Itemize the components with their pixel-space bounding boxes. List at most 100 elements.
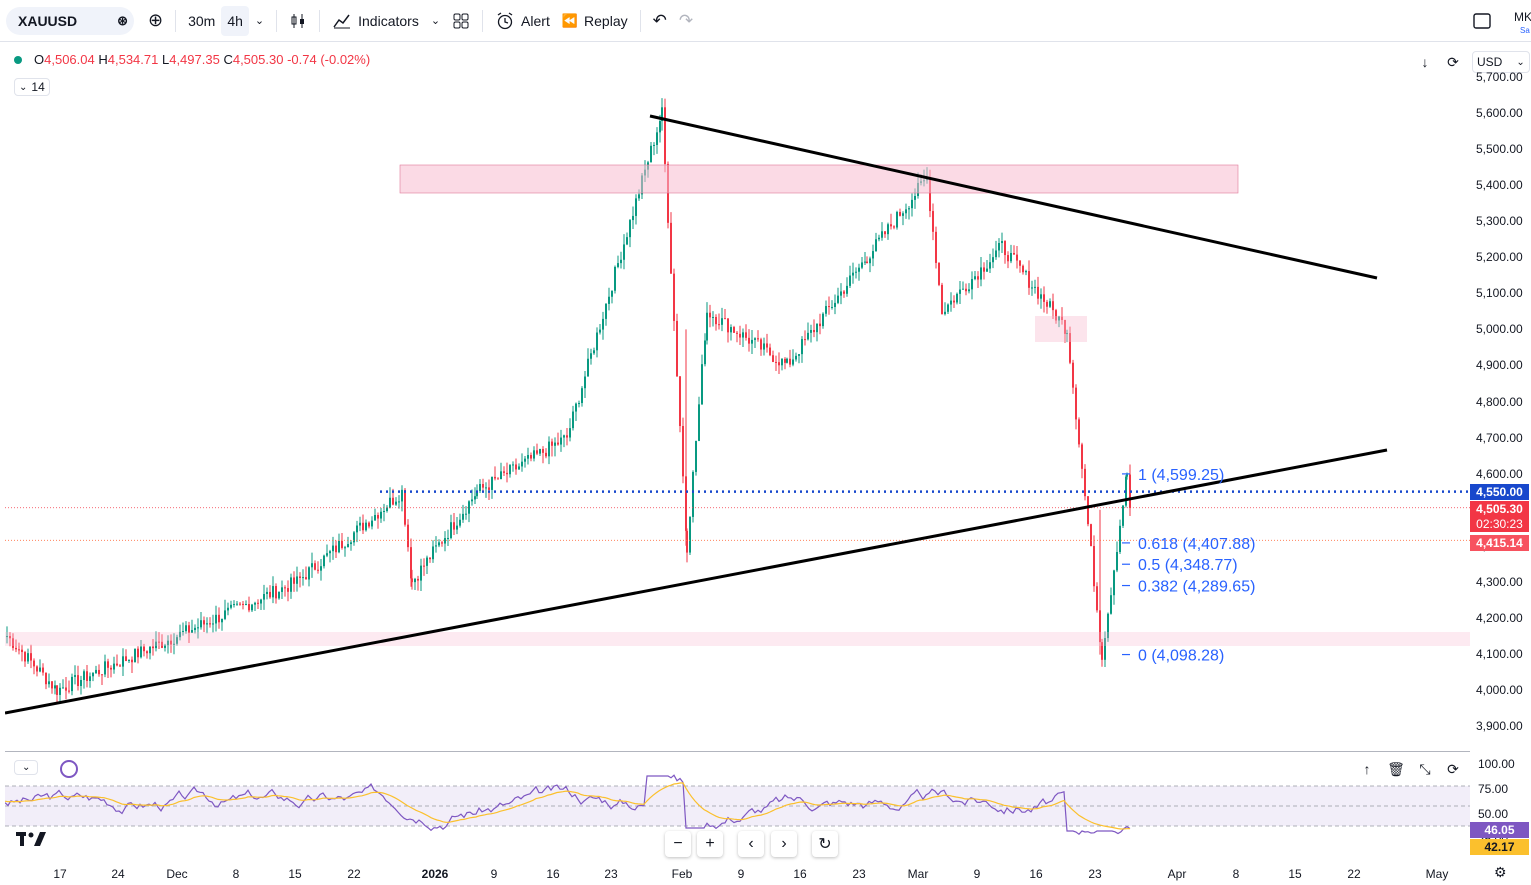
candle-body xyxy=(614,266,616,291)
symbol-info-icon[interactable]: ⊛ xyxy=(117,12,128,28)
alert-button[interactable]: Alert xyxy=(489,6,556,36)
maximize-pane-icon[interactable]: ⟳ xyxy=(1447,760,1459,777)
time-tick-label: 23 xyxy=(1088,867,1102,881)
tradingview-logo[interactable] xyxy=(16,830,48,854)
candle-body xyxy=(584,376,586,389)
alert-label: Alert xyxy=(521,12,550,29)
collapse-pane-icon[interactable]: ⤡ xyxy=(1419,760,1431,777)
replay-button[interactable]: ⏪ Replay xyxy=(556,6,634,36)
indicators-dropdown-chevron-icon[interactable]: ⌄ xyxy=(430,15,441,27)
candle-body xyxy=(426,557,428,566)
time-tick-label: 9 xyxy=(491,867,498,881)
candle-body xyxy=(620,259,622,264)
interval-dropdown-chevron-icon[interactable]: ⌄ xyxy=(254,15,265,27)
candle-body xyxy=(155,641,157,649)
time-axis[interactable]: 17 24 Dec 8 15 22 2026 9 16 23 Feb 9 16 23 Mar 9 16 23 Apr… xyxy=(5,860,1470,885)
candle-body xyxy=(392,497,394,505)
reset-chart-button[interactable]: ↻ xyxy=(812,831,838,857)
candle-body xyxy=(1066,333,1068,335)
rsi-collapse-button[interactable]: ⌄ xyxy=(14,760,39,775)
account-avatar[interactable]: MK xyxy=(1514,10,1531,24)
candle-body xyxy=(68,690,70,692)
rsi-line xyxy=(5,774,1131,835)
rsi-settings-icon[interactable] xyxy=(60,760,78,778)
rsi-pane[interactable] xyxy=(5,751,1470,860)
symbol-search[interactable]: XAUUSD ⊛ xyxy=(6,6,134,35)
candle-body xyxy=(377,515,379,519)
candle-body xyxy=(287,588,289,592)
candle-body xyxy=(721,318,723,325)
interval-30m-button[interactable]: 30m xyxy=(188,12,216,29)
refresh-icon[interactable]: ⟳ xyxy=(1447,53,1459,70)
time-tick-label: Feb xyxy=(672,867,693,881)
price-axis[interactable]: 5,700.00 5,600.00 5,500.00 5,400.00 5,300.00… xyxy=(1470,43,1531,749)
candle-body xyxy=(786,358,788,363)
candle-body xyxy=(257,602,259,604)
candle-body xyxy=(1049,301,1051,307)
candle-body xyxy=(479,483,481,492)
candle-body xyxy=(74,675,76,677)
move-pane-up-icon[interactable]: ↑ xyxy=(1363,761,1371,777)
compare-symbol-button[interactable]: ⊕ xyxy=(148,10,164,30)
candle-body xyxy=(59,687,61,695)
candle-body xyxy=(1007,255,1009,262)
price-tick-label: 4,300.00 xyxy=(1476,574,1523,589)
scroll-right-button[interactable]: › xyxy=(771,831,797,857)
candle-type-icon[interactable] xyxy=(283,6,313,36)
delete-pane-trash-icon[interactable]: 🗑 xyxy=(1387,760,1405,777)
zoom-out-button[interactable]: − xyxy=(665,831,691,857)
candle-body xyxy=(404,489,406,525)
candle-body xyxy=(828,306,830,308)
candle-body xyxy=(161,641,163,648)
currency-selector[interactable]: USD ⌄ xyxy=(1472,51,1530,73)
candle-body xyxy=(807,332,809,340)
candle-body xyxy=(1075,387,1077,420)
indicators-button[interactable]: Indicators xyxy=(326,6,425,36)
price-tick-label: 4,800.00 xyxy=(1476,394,1523,409)
candle-body xyxy=(944,311,946,315)
candle-body xyxy=(209,623,211,625)
candle-body xyxy=(197,627,199,629)
undo-icon[interactable]: ↶ xyxy=(652,10,667,30)
layout-grid-icon[interactable] xyxy=(446,6,476,36)
level-blue-label: 4,550.00 xyxy=(1470,484,1529,500)
candle-body xyxy=(650,145,652,163)
candle-body xyxy=(929,177,931,212)
candle-body xyxy=(968,289,970,292)
candle-body xyxy=(810,329,812,333)
candle-body xyxy=(792,359,794,365)
candle-body xyxy=(866,261,868,264)
settings-gear-icon[interactable]: ⚙ xyxy=(1494,864,1507,880)
candle-body xyxy=(407,524,409,548)
candle-body xyxy=(215,614,217,624)
candle-body xyxy=(164,645,166,648)
candle-body xyxy=(203,620,205,625)
candle-body xyxy=(704,340,706,365)
fullscreen-square-icon[interactable] xyxy=(1466,6,1498,36)
candle-body xyxy=(659,121,661,133)
descending-trendline xyxy=(649,114,1378,280)
time-tick-label: 15 xyxy=(1288,867,1302,881)
chevron-down-icon: ⌄ xyxy=(19,81,28,93)
interval-4h-button[interactable]: 4h xyxy=(221,5,249,36)
candle-body xyxy=(709,312,711,318)
candle-body xyxy=(590,353,592,359)
indicators-collapse-button[interactable]: ⌄ 14 xyxy=(14,78,50,96)
ohlc-values: O4,506.04 H4,534.71 L4,497.35 C4,505.30 … xyxy=(34,52,370,67)
scroll-left-button[interactable]: ‹ xyxy=(738,831,764,857)
candle-body xyxy=(1055,310,1057,321)
arrow-down-icon[interactable]: ↓ xyxy=(1421,54,1429,70)
rsi-tick-label: 50.00 xyxy=(1478,807,1509,821)
candle-body xyxy=(311,563,313,568)
candle-body xyxy=(435,545,437,547)
candle-body xyxy=(1004,241,1006,256)
indicator-count: 14 xyxy=(31,80,45,94)
zoom-in-button[interactable]: + xyxy=(697,831,723,857)
redo-icon[interactable]: ↷ xyxy=(678,10,694,30)
candle-body xyxy=(1122,505,1124,526)
candle-body xyxy=(881,231,883,238)
candle-body xyxy=(715,316,717,325)
candle-body xyxy=(323,555,325,567)
price-chart[interactable]: 1 (4,599.25) 0.618 (4,407.88) 0.5 (4,348.7… xyxy=(5,43,1470,749)
candle-body xyxy=(423,565,425,567)
